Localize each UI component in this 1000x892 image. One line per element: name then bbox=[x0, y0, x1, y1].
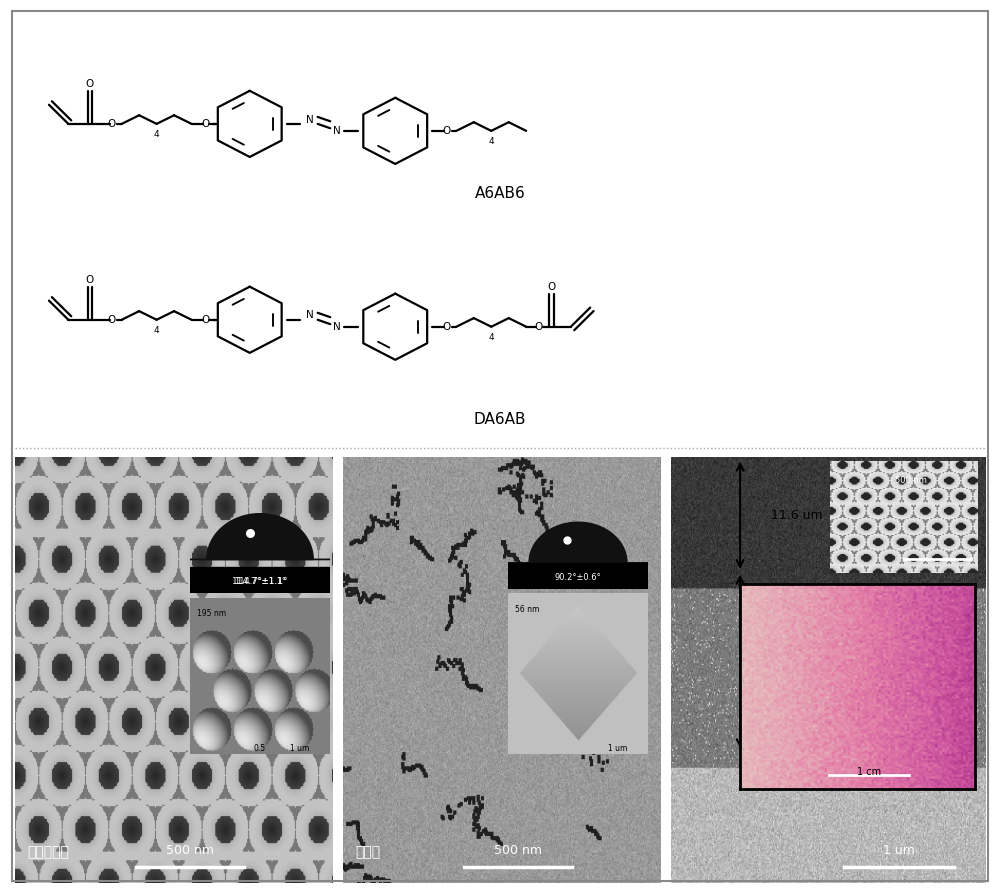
Text: 11.6 um: 11.6 um bbox=[771, 508, 823, 522]
Text: O: O bbox=[107, 119, 116, 128]
Text: 0.5: 0.5 bbox=[254, 744, 266, 753]
Text: DA6AB: DA6AB bbox=[474, 412, 526, 427]
Text: N: N bbox=[333, 126, 341, 136]
Polygon shape bbox=[190, 514, 330, 559]
Bar bbox=[190, 566, 330, 593]
Bar bbox=[508, 563, 648, 589]
Text: 4: 4 bbox=[154, 130, 159, 139]
Text: O: O bbox=[86, 275, 94, 285]
Text: O: O bbox=[535, 322, 543, 332]
Point bbox=[242, 526, 258, 541]
Text: 1 cm: 1 cm bbox=[857, 767, 881, 777]
Point bbox=[559, 533, 575, 547]
Text: 195 nm: 195 nm bbox=[197, 609, 226, 618]
Text: 114.7°±1.1°: 114.7°±1.1° bbox=[232, 577, 288, 586]
Text: 500 nm: 500 nm bbox=[166, 844, 214, 857]
Text: 1 um: 1 um bbox=[290, 744, 309, 753]
Text: A6AB6: A6AB6 bbox=[475, 186, 525, 201]
Text: O: O bbox=[201, 315, 209, 325]
Text: 500 nm: 500 nm bbox=[494, 844, 542, 857]
Text: N: N bbox=[306, 310, 314, 320]
Text: 光子晶体层: 光子晶体层 bbox=[28, 846, 70, 860]
Text: O: O bbox=[201, 119, 209, 128]
Text: N: N bbox=[333, 322, 341, 332]
Text: 4: 4 bbox=[154, 326, 159, 334]
Text: N: N bbox=[306, 114, 314, 125]
Text: 薤膜层: 薤膜层 bbox=[356, 846, 381, 860]
Text: 30.8 um: 30.8 um bbox=[771, 655, 823, 668]
Text: O: O bbox=[547, 282, 556, 292]
Text: O: O bbox=[86, 78, 94, 89]
Text: 1 um: 1 um bbox=[883, 844, 915, 857]
Text: 90.2°±0.6°: 90.2°±0.6° bbox=[555, 573, 601, 582]
Text: 56 nm: 56 nm bbox=[515, 606, 539, 615]
Text: O: O bbox=[107, 315, 116, 325]
Text: O: O bbox=[443, 126, 451, 136]
Text: 4: 4 bbox=[488, 136, 494, 145]
Text: 1 um: 1 um bbox=[608, 744, 627, 753]
Text: 500 nm: 500 nm bbox=[895, 476, 927, 485]
Polygon shape bbox=[508, 522, 648, 563]
Text: O: O bbox=[443, 322, 451, 332]
Text: 114.7°±1.1°: 114.7°±1.1° bbox=[234, 576, 286, 586]
Text: 4: 4 bbox=[488, 333, 494, 342]
